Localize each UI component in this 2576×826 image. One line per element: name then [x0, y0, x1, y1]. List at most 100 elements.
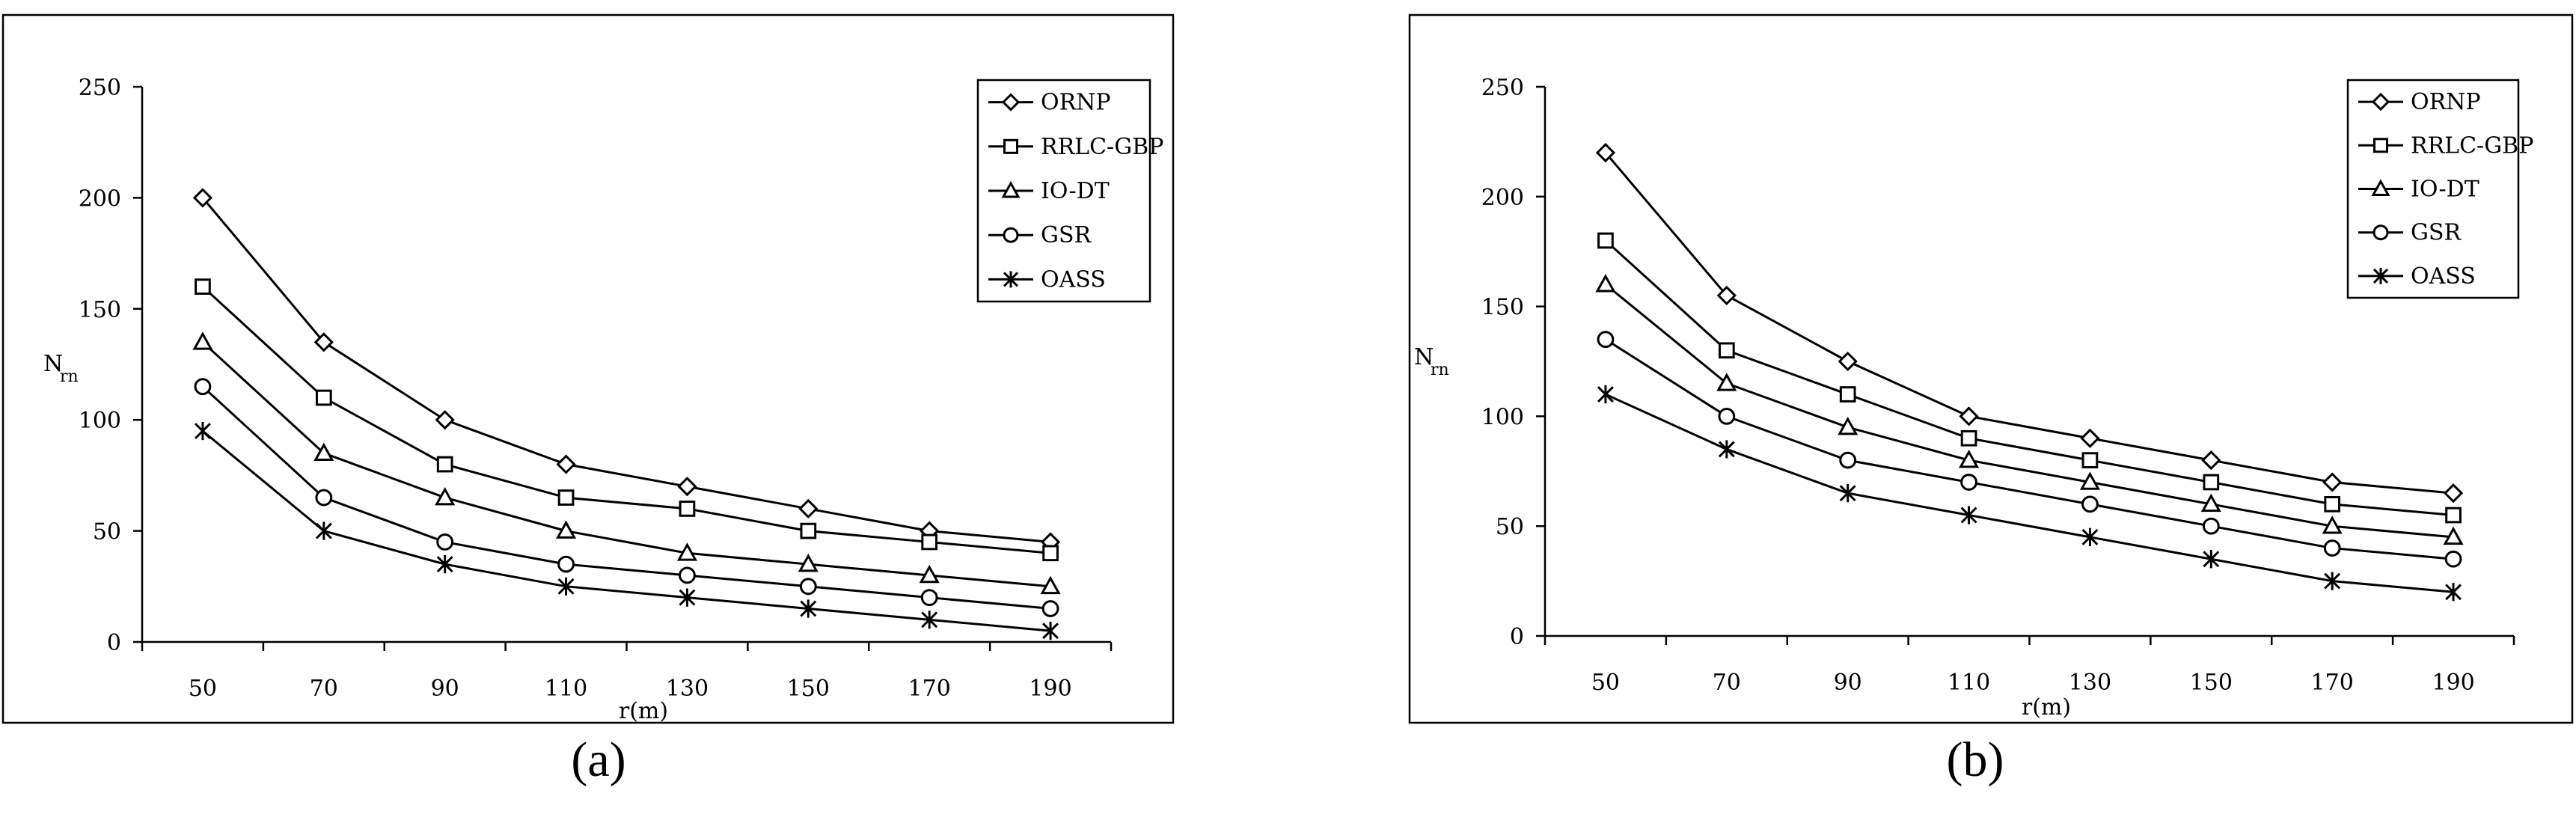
b-data-point [1838, 351, 1858, 372]
b-data-point [1595, 142, 1616, 163]
b-data-point [2444, 550, 2462, 568]
a-data-point [435, 410, 455, 430]
b-data-point [2324, 572, 2341, 590]
b-x-tick-label: 130 [2069, 670, 2111, 696]
a-data-point [799, 578, 817, 596]
a-data-point [192, 188, 213, 208]
a-legend-label: IO-DT [1041, 178, 1110, 204]
b-legend-label: RRLC-GBP [2411, 132, 2533, 159]
a-data-point [557, 489, 575, 506]
a-data-point [679, 588, 696, 607]
b-x-tick-label: 50 [1591, 670, 1620, 696]
a-legend-marker [1001, 93, 1021, 111]
chart-panel-b: 0 50 100 150 200 250 50 70 90 110 130 150 170 190 r(m)… [1287, 0, 2576, 826]
b-data-point [1718, 342, 1735, 359]
a-legend-marker [1001, 180, 1021, 198]
b-data-point [1718, 440, 1735, 459]
a-series-line [201, 286, 1051, 554]
b-x-tick-label: 110 [1948, 670, 1990, 696]
a-data-point [1042, 545, 1059, 562]
b-y-axis-label-sub: rn [1431, 361, 1449, 379]
b-series-line [1604, 239, 2454, 517]
a-series-oass [194, 421, 1059, 640]
a-series-io-dt [192, 331, 1061, 595]
a-data-point [677, 477, 697, 497]
b-series-oass [1597, 385, 2462, 602]
b-x-tick-label: 150 [2190, 670, 2233, 696]
b-frame [1408, 13, 2574, 724]
a-series-ornp [192, 188, 1061, 552]
a-series-line [201, 385, 1051, 610]
b-legend-marker [2371, 92, 2390, 111]
b-data-point [2203, 550, 2220, 569]
b-series-io-dt [1595, 274, 2464, 545]
a-series-gsr [194, 378, 1059, 617]
panel-b-caption: (b) [1946, 732, 2004, 787]
a-data-point [798, 554, 819, 572]
a-legend-label: GSR [1041, 222, 1092, 248]
b-x-tick-label: 90 [1834, 670, 1862, 696]
b-x-tick-label: 70 [1713, 670, 1741, 696]
a-y-axis-label: N [43, 351, 63, 377]
a-data-point [436, 456, 453, 473]
a-data-point [315, 489, 333, 507]
b-legend-marker [2372, 224, 2389, 241]
b-data-point [1839, 451, 1857, 469]
b-x-tick-label: 170 [2311, 670, 2354, 696]
a-series-rrlc-gbp [195, 278, 1059, 562]
a-x-tick-label: 90 [431, 676, 459, 702]
a-data-point [921, 533, 938, 551]
a-data-point [800, 522, 817, 539]
a-legend-label: OASS [1041, 266, 1106, 293]
a-data-point [315, 389, 332, 406]
b-data-point [2324, 495, 2341, 513]
b-y-tick-label: 150 [1481, 295, 1524, 321]
a-data-point [679, 566, 696, 584]
b-data-point [2445, 507, 2462, 524]
a-data-point [798, 498, 819, 519]
b-legend-label: GSR [2411, 220, 2462, 246]
a-data-point [556, 454, 576, 474]
b-legend: ORNP RRLC-GBP IO-DT GSR OASS [2346, 79, 2533, 299]
a-series-line [201, 341, 1051, 588]
b-data-point [1960, 506, 1977, 524]
a-y-tick-label: 150 [79, 297, 121, 323]
a-data-point [1042, 622, 1059, 640]
b-y-tick-label: 100 [1481, 404, 1524, 430]
panel-a-caption: (a) [571, 732, 626, 787]
a-y-tick-label: 250 [79, 75, 121, 101]
a-data-point [557, 555, 575, 573]
b-legend-marker [2371, 179, 2390, 196]
a-x-tick-label: 50 [189, 676, 217, 702]
a-x-tick-label: 110 [545, 676, 587, 702]
a-data-point [557, 577, 575, 596]
a-y-tick-label: 0 [107, 630, 121, 656]
b-data-point [2081, 527, 2099, 546]
b-data-point [2322, 472, 2343, 492]
a-x-tick-label: 130 [666, 676, 709, 702]
b-legend-marker [2372, 267, 2389, 284]
b-data-point [1959, 406, 1979, 426]
b-data-point [1960, 429, 1977, 447]
b-y-axis-label: N [1414, 344, 1434, 370]
b-data-point [1597, 232, 1614, 249]
a-data-point [435, 486, 456, 506]
a-data-point [313, 442, 334, 462]
b-data-point [2081, 495, 2099, 513]
b-x-axis-label: r(m) [2022, 694, 2071, 721]
b-data-point [1839, 484, 1856, 503]
b-series-rrlc-gbp [1597, 232, 2462, 524]
b-data-point [2323, 539, 2341, 557]
a-legend-marker [1003, 271, 1019, 288]
b-x-tick-label: 190 [2432, 670, 2474, 696]
b-data-point [1959, 450, 1980, 468]
b-series-ornp [1595, 142, 2464, 504]
a-x-tick-label: 190 [1029, 676, 1071, 702]
a-y-tick-label: 200 [79, 186, 121, 212]
b-data-point [2443, 483, 2464, 504]
a-legend: ORNP RRLC-GBP IO-DT GSR OASS [976, 79, 1163, 303]
b-data-point [2202, 517, 2220, 535]
b-y-tick-label: 200 [1481, 185, 1524, 211]
b-data-point [1716, 373, 1737, 391]
b-y-tick-label: 250 [1481, 75, 1524, 101]
